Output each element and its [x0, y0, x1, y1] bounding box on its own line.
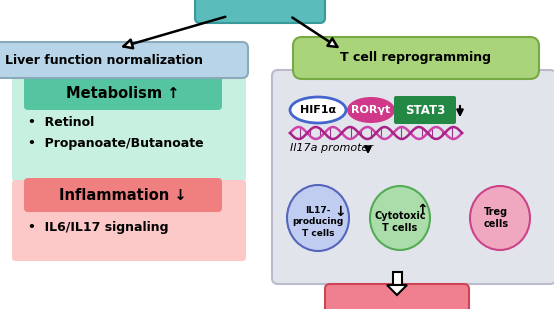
Text: Inflammation ↓: Inflammation ↓ [59, 188, 187, 202]
Text: •  Retinol: • Retinol [28, 116, 94, 129]
Text: Cytotoxic
T cells: Cytotoxic T cells [374, 211, 426, 233]
FancyBboxPatch shape [394, 96, 456, 124]
Ellipse shape [370, 186, 430, 250]
Text: RORγt: RORγt [351, 105, 391, 115]
FancyBboxPatch shape [293, 37, 539, 79]
FancyBboxPatch shape [12, 180, 246, 261]
FancyBboxPatch shape [12, 73, 246, 181]
FancyBboxPatch shape [0, 42, 248, 78]
FancyBboxPatch shape [325, 284, 469, 309]
Text: HIF1α: HIF1α [300, 105, 336, 115]
Text: Metabolism ↑: Metabolism ↑ [66, 86, 179, 100]
FancyBboxPatch shape [24, 178, 222, 212]
FancyBboxPatch shape [195, 0, 325, 23]
Polygon shape [387, 285, 407, 295]
Ellipse shape [287, 185, 349, 251]
FancyBboxPatch shape [392, 272, 402, 285]
Text: STAT3: STAT3 [405, 104, 445, 116]
Text: •  Propanoate/Butanoate: • Propanoate/Butanoate [28, 137, 204, 150]
Text: T cell reprogramming: T cell reprogramming [341, 52, 491, 65]
Ellipse shape [470, 186, 530, 250]
Ellipse shape [347, 97, 395, 123]
Text: IL17-
producing
T cells: IL17- producing T cells [293, 206, 343, 238]
FancyBboxPatch shape [24, 76, 222, 110]
Text: Liver function normalization: Liver function normalization [5, 53, 203, 66]
Text: •  IL6/IL17 signaling: • IL6/IL17 signaling [28, 222, 168, 235]
Text: Treg
cells: Treg cells [484, 207, 509, 229]
Text: Il17a promoter: Il17a promoter [290, 143, 373, 153]
Text: ↑: ↑ [416, 203, 428, 217]
FancyBboxPatch shape [272, 70, 554, 284]
Ellipse shape [290, 97, 346, 123]
Text: ↓: ↓ [334, 205, 346, 219]
